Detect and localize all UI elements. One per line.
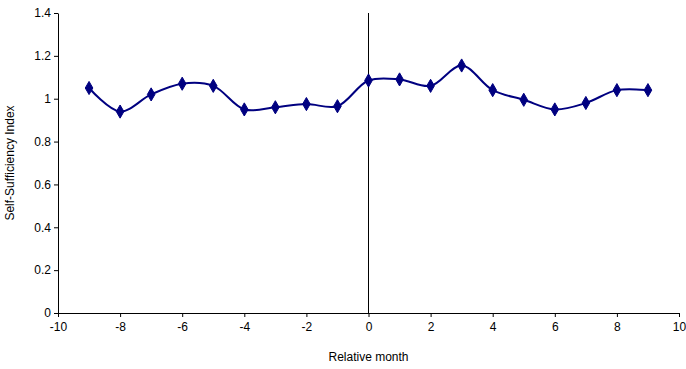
marker (396, 73, 404, 86)
marker (520, 93, 528, 106)
marker (303, 97, 311, 110)
tick: 0.6 (34, 178, 58, 192)
tick-mark (120, 313, 121, 317)
marker (365, 74, 373, 87)
marker (178, 77, 186, 90)
tick-label: 10 (673, 320, 686, 334)
tick-mark (306, 313, 307, 317)
tick-label: -6 (177, 320, 188, 334)
tick-label: -4 (239, 320, 250, 334)
tick: -8 (115, 313, 126, 334)
tick: -6 (177, 313, 188, 334)
tick-label: 1.2 (34, 49, 51, 63)
tick-mark (54, 313, 58, 314)
marker (582, 96, 590, 109)
tick-mark (679, 313, 680, 317)
marker (147, 88, 155, 101)
tick-mark (369, 313, 370, 317)
tick: 1.4 (34, 6, 58, 20)
tick-mark (58, 313, 59, 317)
marker (85, 81, 93, 94)
tick: 8 (614, 313, 621, 334)
tick-label: -10 (50, 320, 68, 334)
tick-mark (54, 184, 58, 185)
tick-label: 2 (428, 320, 435, 334)
tick-label: 0 (366, 320, 373, 334)
x-axis: -10 -8 -6 -4 -2 0 2 4 6 8 10 (50, 313, 686, 334)
tick: 0 (44, 306, 58, 320)
marker (458, 59, 466, 72)
marker (116, 105, 124, 118)
tick-mark (555, 313, 556, 317)
tick-label: 1 (44, 92, 51, 106)
tick-mark (54, 227, 58, 228)
tick-label: 4 (490, 320, 497, 334)
marker (241, 103, 249, 116)
marker (427, 79, 435, 92)
reference-line (368, 13, 369, 313)
tick: 4 (490, 313, 497, 334)
tick: 0 (366, 313, 373, 334)
tick: 1 (44, 92, 58, 106)
marker (209, 79, 217, 92)
tick-label: 8 (614, 320, 621, 334)
tick-label: 0.8 (34, 135, 51, 149)
tick-label: 1.4 (34, 6, 51, 20)
line (89, 65, 648, 111)
tick-mark (617, 313, 618, 317)
plot: -10 -8 -6 -4 -2 0 2 4 6 8 10 0 0.2 0.4 0.6 0.8 1 1.2 1.4 (34, 6, 686, 333)
tick: 2 (428, 313, 435, 334)
tick: 1.2 (34, 49, 58, 63)
x-axis-title: Relative month (328, 350, 408, 364)
tick-mark (54, 270, 58, 271)
tick-label: 0.6 (34, 178, 51, 192)
tick-label: 0.4 (34, 221, 51, 235)
plot-area (85, 13, 651, 313)
marker (644, 84, 652, 97)
tick: 10 (673, 313, 686, 334)
tick-mark (54, 99, 58, 100)
marker (551, 103, 559, 116)
tick: -10 (50, 313, 68, 334)
marker (334, 100, 342, 113)
tick-label: 0.2 (34, 263, 51, 277)
tick-label: -2 (302, 320, 313, 334)
tick: -4 (239, 313, 250, 334)
tick-mark (54, 142, 58, 143)
tick: 6 (552, 313, 559, 334)
tick-label: -8 (115, 320, 126, 334)
tick-mark (244, 313, 245, 317)
marker (272, 101, 280, 114)
tick-mark (431, 313, 432, 317)
tick-mark (493, 313, 494, 317)
marker (489, 84, 497, 97)
axis-line (58, 14, 59, 314)
tick: -2 (302, 313, 313, 334)
tick-mark (182, 313, 183, 317)
tick: 0.2 (34, 263, 58, 277)
chart: -10 -8 -6 -4 -2 0 2 4 6 8 10 0 0.2 0.4 0.6 0.8 1 1.2 1.4 Re… (0, 0, 686, 369)
tick: 0.4 (34, 221, 58, 235)
tick-mark (54, 56, 58, 57)
y-axis-title: Self-Sufficiency Index (3, 105, 17, 220)
tick-label: 6 (552, 320, 559, 334)
tick: 0.8 (34, 135, 58, 149)
marker (613, 84, 621, 97)
tick-label: 0 (44, 306, 51, 320)
tick-mark (54, 13, 58, 14)
y-axis: 0 0.2 0.4 0.6 0.8 1 1.2 1.4 (34, 6, 58, 320)
